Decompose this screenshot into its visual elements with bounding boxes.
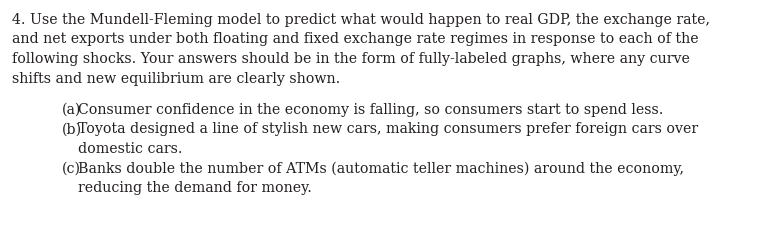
- Text: following shocks. Your answers should be in the form of fully-labeled graphs, wh: following shocks. Your answers should be…: [12, 52, 690, 66]
- Text: Toyota designed a line of stylish new cars, making consumers prefer foreign cars: Toyota designed a line of stylish new ca…: [78, 122, 698, 136]
- Text: and net exports under both floating and fixed exchange rate regimes in response : and net exports under both floating and …: [12, 32, 699, 46]
- Text: (c): (c): [62, 160, 81, 174]
- Text: domestic cars.: domestic cars.: [78, 141, 182, 155]
- Text: 4. Use the Mundell-Fleming model to predict what would happen to real GDP, the e: 4. Use the Mundell-Fleming model to pred…: [12, 13, 710, 27]
- Text: reducing the demand for money.: reducing the demand for money.: [78, 180, 312, 194]
- Text: Banks double the number of ATMs (automatic teller machines) around the economy,: Banks double the number of ATMs (automat…: [78, 160, 684, 175]
- Text: Consumer confidence in the economy is falling, so consumers start to spend less.: Consumer confidence in the economy is fa…: [78, 102, 663, 116]
- Text: shifts and new equilibrium are clearly shown.: shifts and new equilibrium are clearly s…: [12, 71, 340, 85]
- Text: (b): (b): [62, 122, 82, 136]
- Text: (a): (a): [62, 102, 81, 116]
